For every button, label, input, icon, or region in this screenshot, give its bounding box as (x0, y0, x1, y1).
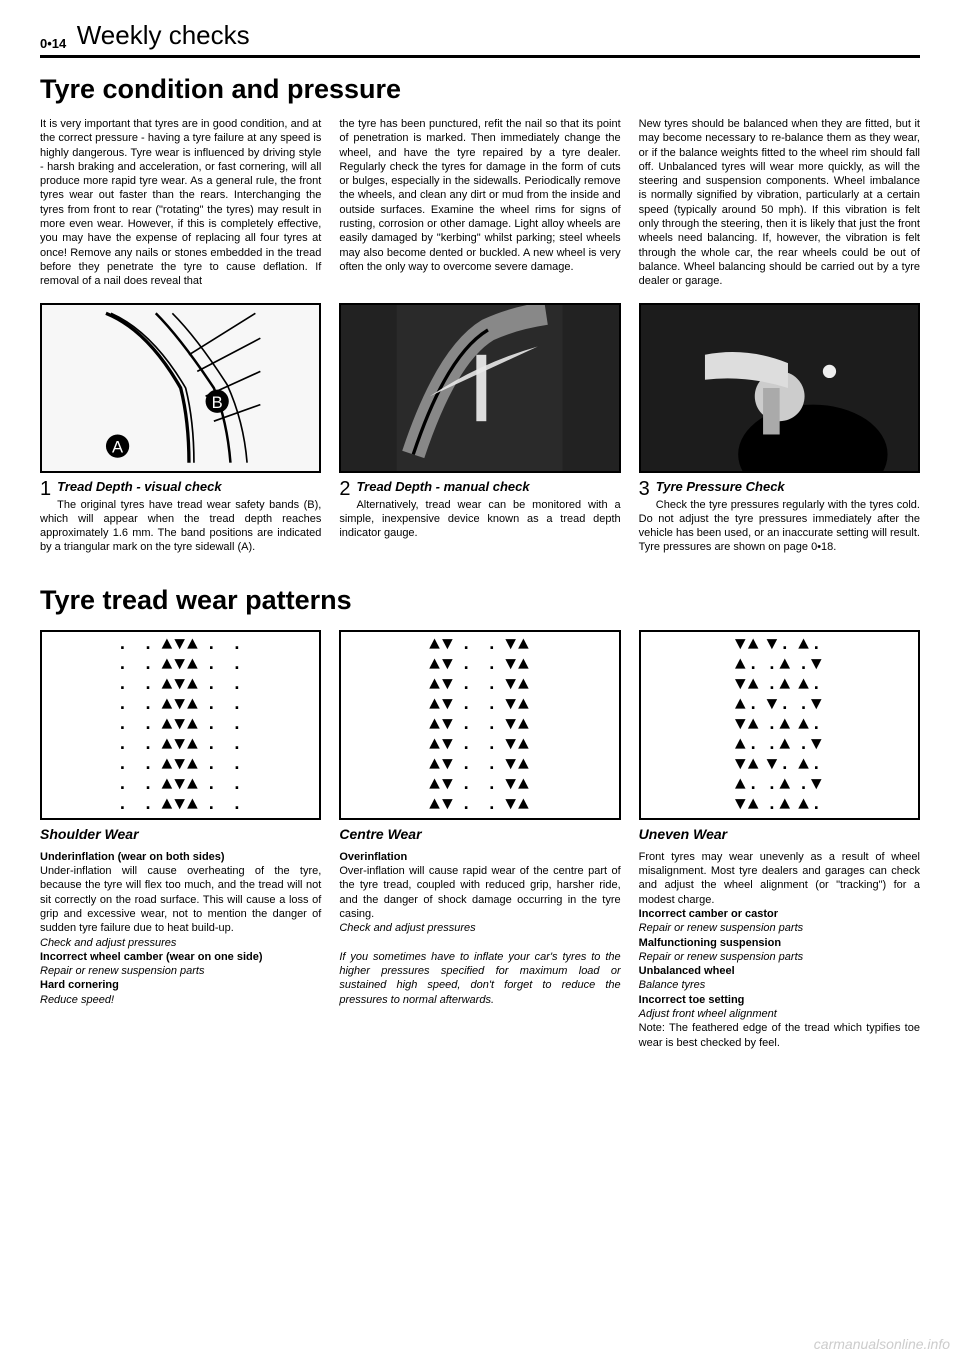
figure-3-number: 3 (639, 479, 650, 499)
figure-1: A B 1 Tread Depth - visual check The ori… (40, 303, 321, 555)
figure-1-caption: 1 Tread Depth - visual check The origina… (40, 479, 321, 555)
figure-2-caption: 2 Tread Depth - manual check Alternative… (339, 479, 620, 541)
figure-2-title: Tread Depth - manual check (339, 479, 620, 494)
pattern-shoulder-body: Underinflation (wear on both sides)Under… (40, 850, 321, 1007)
pattern-uneven-image: ▼▲▼.▲.▲..▲.▼▼▲.▲▲.▲.▼..▼▼▲.▲▲.▲..▲.▼▼▲▼.… (639, 630, 920, 820)
pattern-centre-image: ▲▼. .▼▲▲▼. .▼▲▲▼. .▼▲▲▼. .▼▲▲▼. .▼▲▲▼. .… (339, 630, 620, 820)
section-title: Weekly checks (77, 20, 250, 50)
figure-3-title: Tyre Pressure Check (639, 479, 920, 494)
intro-columns: It is very important that tyres are in g… (40, 117, 920, 289)
main-title: Tyre condition and pressure (40, 74, 920, 105)
pattern-uneven-title: Uneven Wear (639, 826, 920, 842)
figure-2-text: Alternatively, tread wear can be monitor… (339, 498, 620, 541)
page-number: 0•14 (40, 36, 66, 51)
intro-col-3: New tyres should be balanced when they a… (639, 117, 920, 289)
figure-1-title: Tread Depth - visual check (40, 479, 321, 494)
pattern-row: . .▲▼▲. .. .▲▼▲. .. .▲▼▲. .. .▲▼▲. .. .▲… (40, 630, 920, 1050)
figure-3-text: Check the tyre pressures regularly with … (639, 498, 920, 555)
pattern-shoulder-title: Shoulder Wear (40, 826, 321, 842)
intro-col-1: It is very important that tyres are in g… (40, 117, 321, 289)
pattern-shoulder-image: . .▲▼▲. .. .▲▼▲. .. .▲▼▲. .. .▲▼▲. .. .▲… (40, 630, 321, 820)
figure-1-number: 1 (40, 479, 51, 499)
patterns-title: Tyre tread wear patterns (40, 585, 920, 616)
intro-col-2: the tyre has been punctured, refit the n… (339, 117, 620, 289)
figure-row: A B 1 Tread Depth - visual check The ori… (40, 303, 920, 555)
pattern-centre: ▲▼. .▼▲▲▼. .▼▲▲▼. .▼▲▲▼. .▼▲▲▼. .▼▲▲▼. .… (339, 630, 620, 1050)
figure-1-image: A B (40, 303, 321, 473)
pattern-uneven: ▼▲▼.▲.▲..▲.▼▼▲.▲▲.▲.▼..▼▼▲.▲▲.▲..▲.▼▼▲▼.… (639, 630, 920, 1050)
figure-2-image (339, 303, 620, 473)
svg-text:B: B (212, 392, 223, 411)
figure-3-image (639, 303, 920, 473)
figure-3-caption: 3 Tyre Pressure Check Check the tyre pre… (639, 479, 920, 555)
watermark: carmanualsonline.info (814, 1336, 950, 1352)
pattern-uneven-body: Front tyres may wear unevenly as a resul… (639, 850, 920, 1050)
figure-2: 2 Tread Depth - manual check Alternative… (339, 303, 620, 555)
svg-text:A: A (112, 437, 124, 456)
figure-2-number: 2 (339, 479, 350, 499)
page-header: 0•14 Weekly checks (40, 20, 920, 58)
pattern-centre-body: OverinflationOver-inflation will cause r… (339, 850, 620, 1007)
figure-1-text: The original tyres have tread wear safet… (40, 498, 321, 555)
pattern-shoulder: . .▲▼▲. .. .▲▼▲. .. .▲▼▲. .. .▲▼▲. .. .▲… (40, 630, 321, 1050)
figure-3: 3 Tyre Pressure Check Check the tyre pre… (639, 303, 920, 555)
pattern-centre-title: Centre Wear (339, 826, 620, 842)
